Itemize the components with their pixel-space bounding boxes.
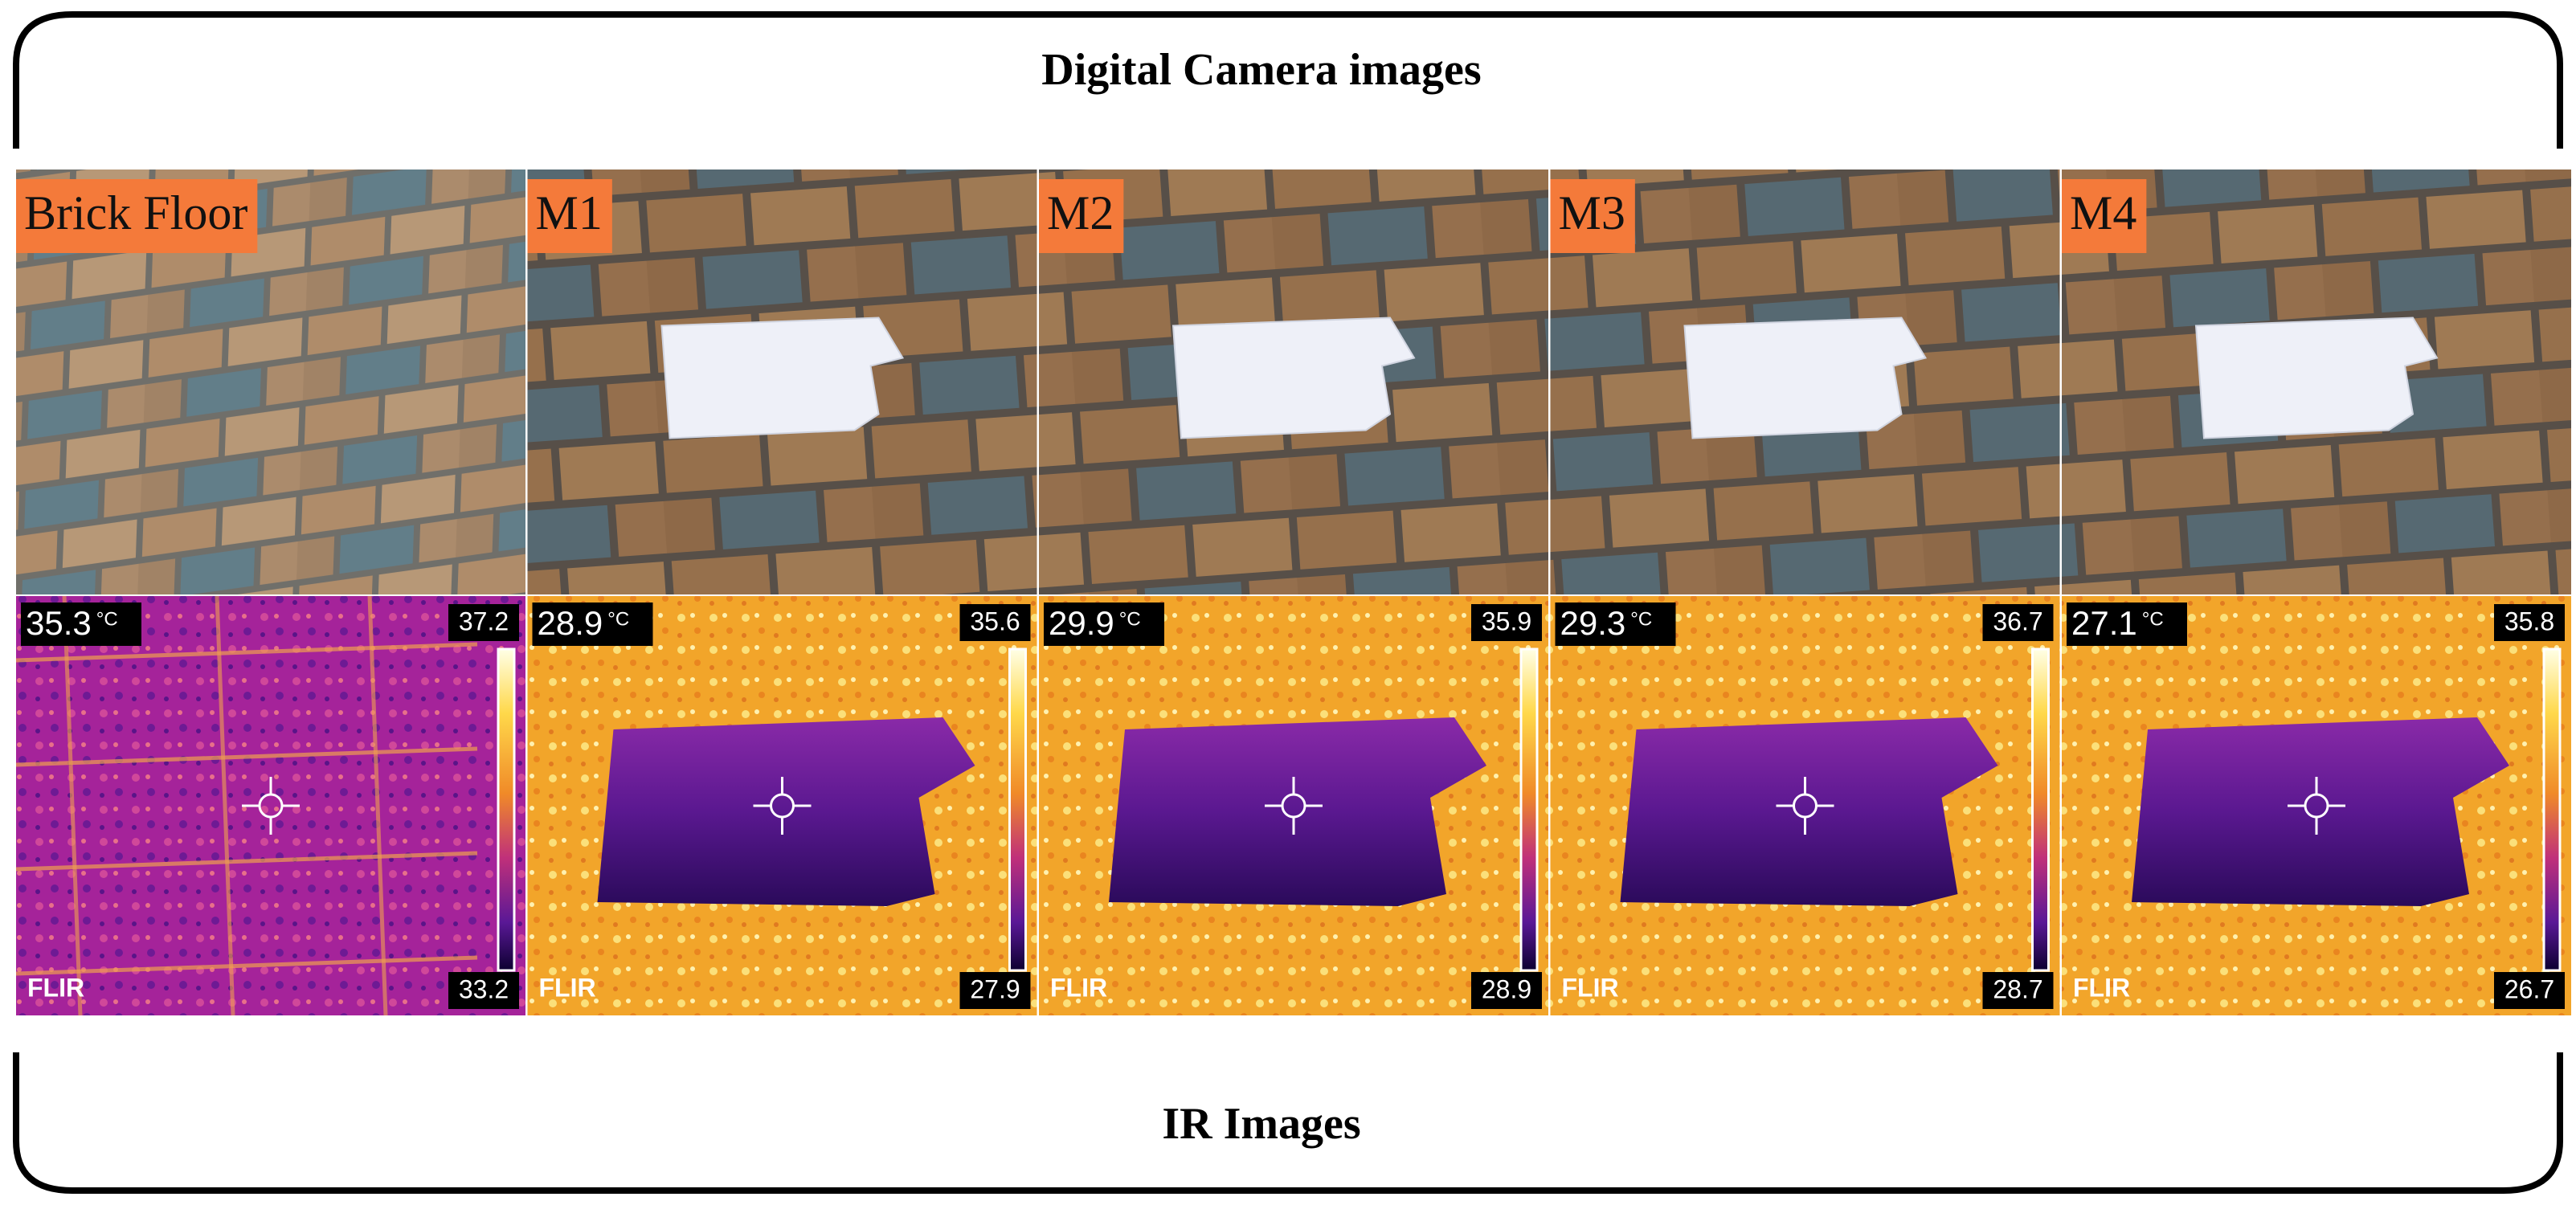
panel-label: M3: [1559, 186, 1625, 239]
label-box: [2062, 179, 2147, 253]
paper-sample: [660, 317, 905, 439]
flir-logo: FLIR: [1562, 973, 1619, 1002]
color-bar: [497, 647, 516, 972]
temperature-unit: °C: [2142, 608, 2164, 630]
min-temperature: 26.7: [2504, 974, 2554, 1003]
cold-region: [2132, 717, 2509, 906]
color-bar: [2542, 647, 2562, 972]
ir-image: 29.9 °C 35.9 28.9 FLIR: [1039, 596, 1548, 1015]
color-bar: [1008, 647, 1027, 972]
min-box: [959, 972, 1031, 1009]
min-box: [1471, 972, 1542, 1009]
min-temperature: 28.9: [1482, 974, 1531, 1003]
crosshair: [242, 777, 300, 835]
brick-joint: [15, 746, 478, 767]
flir-logo: FLIR: [2073, 973, 2130, 1002]
label-box: [1039, 179, 1124, 253]
spot-box: [2067, 602, 2187, 646]
crosshair: [2288, 777, 2345, 835]
panel: M2 29.9 °C 35.9 28.9 FLIR: [1039, 170, 1548, 1015]
camera-photo: Brick Floor: [16, 170, 525, 594]
brick-joint: [215, 595, 235, 1016]
temperature-unit: °C: [96, 608, 118, 630]
temperature-unit: °C: [1119, 608, 1141, 630]
panel: M4 27.1 °C 35.8 26.7 FLIR: [2062, 170, 2571, 1015]
color-bar: [2031, 647, 2050, 972]
min-box: [2494, 972, 2565, 1009]
header-title: Digital Camera images: [1041, 45, 1481, 95]
spot-box: [21, 602, 141, 646]
max-temperature: 35.8: [2504, 607, 2554, 635]
ir-image: 35.3 °C 37.2 33.2 FLIR: [15, 595, 525, 1016]
max-temperature: 36.7: [1993, 607, 2042, 635]
brick-joint: [15, 955, 478, 976]
label-box: [16, 179, 258, 253]
paper-sample: [1683, 317, 1928, 439]
camera-photo: M3: [1550, 170, 2060, 594]
temperature-unit: °C: [1630, 608, 1652, 630]
min-temperature: 28.7: [1993, 974, 2042, 1003]
brick-joint: [15, 642, 478, 663]
spot-temperature: 35.3: [26, 604, 92, 642]
flir-logo: FLIR: [1050, 973, 1107, 1002]
panel: Brick Floor 35.3 °C 37.2 33.2 FLIR: [15, 170, 525, 1016]
cold-region: [1109, 717, 1486, 906]
footer-title: IR Images: [1162, 1099, 1360, 1149]
label-box: [1550, 179, 1635, 253]
panel-label: M4: [2070, 186, 2136, 239]
min-box: [448, 972, 519, 1009]
panel: M3 29.3 °C 36.7 28.7 FLIR: [1550, 170, 2060, 1015]
camera-photo: M2: [1039, 170, 1548, 594]
camera-photo: M4: [2062, 170, 2571, 594]
max-box: [1471, 604, 1542, 641]
max-temperature: 37.2: [459, 607, 509, 635]
spot-box: [532, 602, 653, 646]
top-bracket: [13, 11, 2563, 149]
max-box: [2494, 604, 2565, 641]
brick-joint: [15, 851, 478, 872]
ir-image: 29.3 °C 36.7 28.7 FLIR: [1550, 596, 2060, 1015]
crosshair: [1265, 777, 1323, 835]
panel-label: Brick Floor: [24, 186, 247, 239]
max-box: [1982, 604, 2054, 641]
min-box: [1982, 972, 2054, 1009]
cold-region: [597, 717, 975, 906]
ir-background: [16, 596, 525, 1015]
spot-temperature: 27.1: [2071, 604, 2137, 642]
crosshair: [1776, 777, 1834, 835]
brick-joint: [367, 595, 388, 1016]
label-box: [527, 179, 612, 253]
spot-temperature: 29.9: [1049, 604, 1114, 642]
paper-sample: [2194, 317, 2439, 439]
spot-box: [1555, 602, 1676, 646]
camera-photo: M1: [527, 170, 1037, 594]
panel-label: M1: [536, 186, 603, 239]
spot-temperature: 28.9: [538, 604, 603, 642]
spot-box: [1044, 602, 1164, 646]
panel: M1 28.9 °C 35.6 27.9 FLIR: [527, 170, 1037, 1015]
bottom-bracket: [13, 1052, 2563, 1194]
min-temperature: 27.9: [970, 974, 1020, 1003]
max-temperature: 35.9: [1482, 607, 1531, 635]
paper-sample: [1171, 317, 1416, 439]
color-bar: [1519, 647, 1539, 972]
spot-temperature: 29.3: [1560, 604, 1626, 642]
flir-logo: FLIR: [539, 973, 596, 1002]
panel-label: M2: [1047, 186, 1114, 239]
max-temperature: 35.6: [970, 607, 1020, 635]
max-box: [959, 604, 1031, 641]
max-box: [448, 604, 519, 641]
min-temperature: 33.2: [459, 974, 509, 1003]
temperature-unit: °C: [607, 608, 629, 630]
crosshair: [753, 777, 812, 835]
cold-region: [1620, 717, 1998, 906]
brick-joint: [62, 595, 83, 1016]
flir-logo: FLIR: [27, 973, 84, 1002]
ir-image: 28.9 °C 35.6 27.9 FLIR: [527, 596, 1037, 1015]
ir-image: 27.1 °C 35.8 26.7 FLIR: [2062, 596, 2571, 1015]
